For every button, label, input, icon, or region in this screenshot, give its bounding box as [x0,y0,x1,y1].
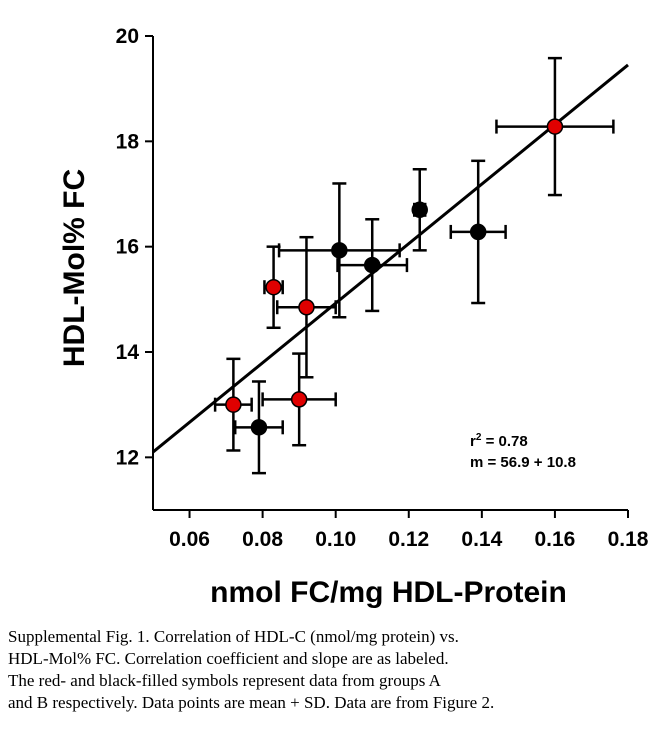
y-tick-label: 12 [116,446,139,469]
caption-line: The red- and black-filled symbols repres… [8,671,441,690]
data-point [250,419,268,436]
x-tick-label: 0.18 [608,528,649,551]
x-tick-label: 0.06 [169,528,210,551]
data-point [290,391,308,408]
data-point [363,256,381,274]
r-squared-prefix: r [470,433,476,450]
r-squared-label: r2 = 0.78 [470,432,528,450]
x-tick-label: 0.14 [461,528,502,551]
y-tick-label: 18 [116,130,140,153]
chart: 12 14 16 18 20 0.06 0.08 0.10 0.12 0.14 0.16 0.18 nm… [58,25,649,609]
data-point [225,396,242,413]
caption-line: Supplemental Fig. 1. Correlation of HDL-… [8,627,459,646]
figure-caption: Supplemental Fig. 1. Correlation of HDL-… [8,626,658,714]
x-tick-label: 0.12 [388,528,429,551]
y-tick-label: 14 [116,341,140,364]
data-point [298,298,315,316]
x-tick-label: 0.16 [534,528,575,551]
caption-line: and B respectively. Data points are mean… [8,693,495,712]
data-point [265,278,282,296]
y-tick-label: 16 [116,236,139,259]
data-point [411,201,428,219]
y-tick-label: 20 [116,25,139,48]
x-axis-title: nmol FC/mg HDL-Protein [210,576,567,609]
data-point [469,223,487,241]
r-squared-superscript: 2 [476,432,482,443]
y-axis-title: HDL-Mol% FC [58,169,91,367]
caption-line: HDL-Mol% FC. Correlation coefficient and… [8,649,449,668]
slope-label: m = 56.9 + 10.8 [470,454,576,471]
r-squared-value: = 0.78 [481,433,527,450]
x-tick-label: 0.10 [315,528,356,551]
x-tick-label: 0.08 [242,528,283,551]
scatter-plot: 12 14 16 18 20 0.06 0.08 0.10 0.12 0.14 0.16 0.18 nm… [58,25,649,609]
data-point [546,118,564,135]
data-point [331,242,348,259]
